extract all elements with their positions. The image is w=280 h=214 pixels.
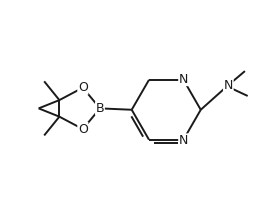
Text: N: N xyxy=(179,134,188,147)
Text: N: N xyxy=(224,79,233,92)
Text: B: B xyxy=(96,102,104,115)
Text: O: O xyxy=(78,81,88,94)
Text: O: O xyxy=(78,123,88,136)
Text: N: N xyxy=(179,73,188,86)
